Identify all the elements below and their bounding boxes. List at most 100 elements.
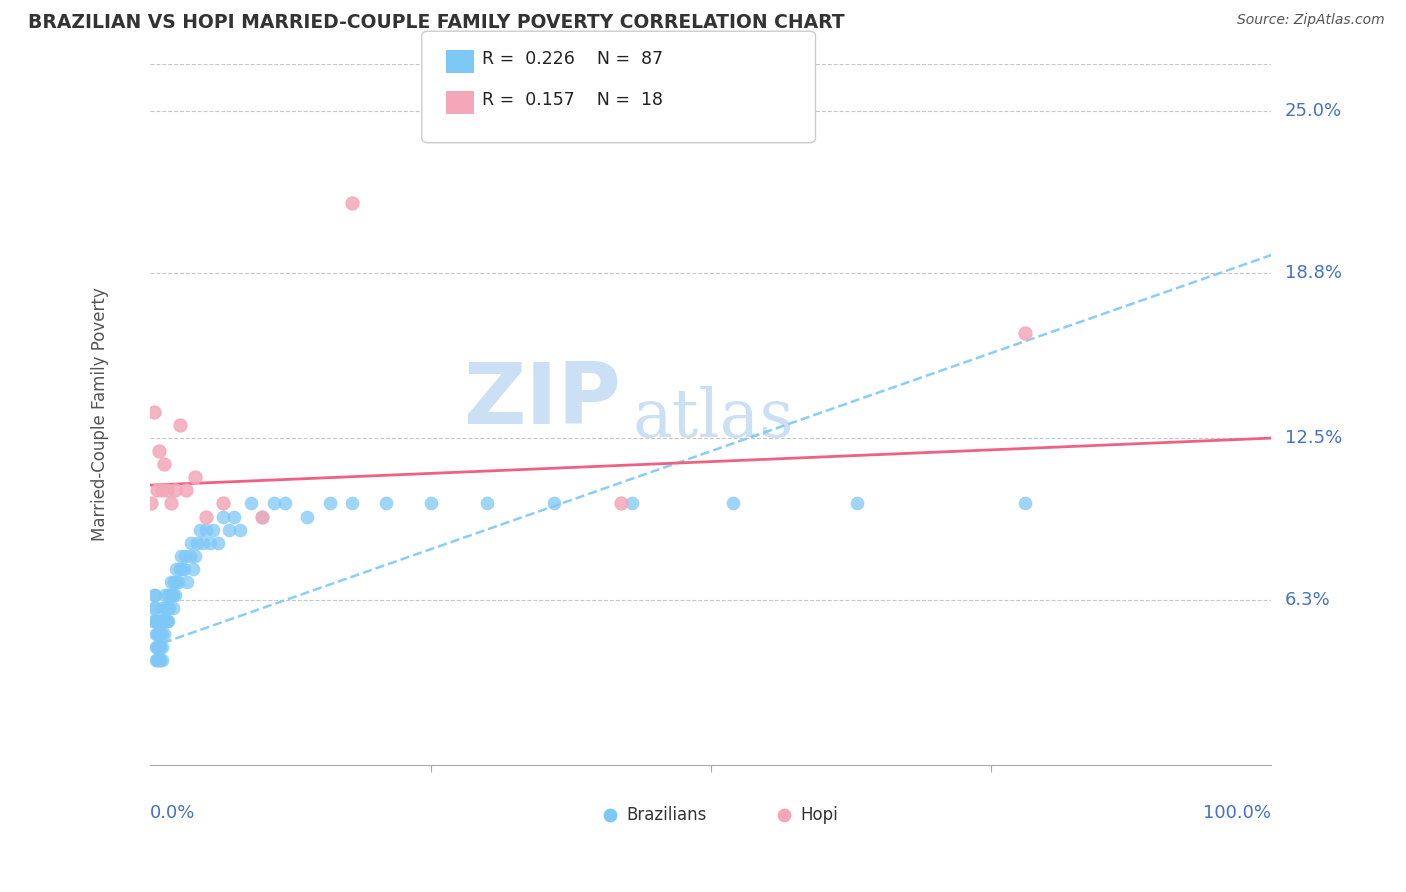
Point — [155, 614, 177, 628]
Point — [184, 549, 207, 563]
Point — [621, 496, 644, 510]
Point — [150, 483, 173, 498]
Point — [146, 653, 169, 667]
Point — [218, 523, 240, 537]
Point — [475, 496, 498, 510]
Point — [141, 496, 163, 510]
Point — [143, 614, 166, 628]
Point — [145, 640, 167, 655]
Point — [145, 627, 167, 641]
Point — [157, 588, 180, 602]
Text: 25.0%: 25.0% — [1285, 103, 1343, 120]
Point — [163, 574, 186, 589]
Point — [150, 653, 173, 667]
Text: 0.0%: 0.0% — [150, 804, 195, 822]
Point — [207, 535, 229, 549]
Point — [163, 483, 186, 498]
Point — [610, 496, 633, 510]
Point — [174, 549, 197, 563]
Point — [148, 627, 170, 641]
Point — [162, 588, 184, 602]
Point — [143, 601, 166, 615]
Text: Married-Couple Family Poverty: Married-Couple Family Poverty — [91, 287, 108, 541]
Text: atlas: atlas — [633, 385, 794, 450]
Point — [169, 562, 191, 576]
Text: BRAZILIAN VS HOPI MARRIED-COUPLE FAMILY POVERTY CORRELATION CHART: BRAZILIAN VS HOPI MARRIED-COUPLE FAMILY … — [28, 13, 845, 32]
Point — [148, 627, 170, 641]
Point — [167, 574, 190, 589]
Text: 18.8%: 18.8% — [1285, 264, 1341, 282]
Text: R =  0.157    N =  18: R = 0.157 N = 18 — [482, 91, 664, 109]
Point — [224, 509, 246, 524]
Point — [150, 627, 173, 641]
Point — [157, 614, 180, 628]
Point — [148, 653, 170, 667]
Point — [170, 562, 193, 576]
Point — [212, 509, 235, 524]
Text: 6.3%: 6.3% — [1285, 591, 1330, 609]
Point — [340, 195, 363, 210]
Point — [1014, 326, 1036, 341]
Point — [149, 640, 172, 655]
Point — [165, 562, 187, 576]
Point — [149, 653, 172, 667]
Point — [181, 562, 204, 576]
Point — [169, 549, 191, 563]
Point — [340, 496, 363, 510]
Point — [195, 509, 218, 524]
Point — [179, 549, 201, 563]
Point — [419, 496, 441, 510]
Point — [297, 509, 319, 524]
Point — [143, 588, 166, 602]
Point — [319, 496, 342, 510]
Point — [229, 523, 252, 537]
Text: Hopi: Hopi — [800, 806, 838, 824]
Point — [188, 523, 211, 537]
Point — [252, 509, 274, 524]
Point — [263, 496, 285, 510]
Point — [153, 588, 176, 602]
Point — [195, 523, 218, 537]
Point — [148, 653, 170, 667]
Point — [148, 444, 170, 458]
Point — [174, 483, 197, 498]
Point — [252, 509, 274, 524]
Point — [543, 496, 565, 510]
Point — [180, 535, 202, 549]
Point — [212, 496, 235, 510]
Point — [148, 614, 170, 628]
Point — [157, 601, 180, 615]
Point — [156, 614, 179, 628]
Point — [162, 601, 184, 615]
Point — [274, 496, 297, 510]
Point — [163, 588, 186, 602]
Point — [156, 483, 179, 498]
Point — [142, 588, 165, 602]
Point — [153, 627, 176, 641]
Text: R =  0.226    N =  87: R = 0.226 N = 87 — [482, 50, 664, 68]
Point — [153, 601, 176, 615]
Point — [148, 640, 170, 655]
Point — [145, 653, 167, 667]
Point — [153, 614, 176, 628]
Point — [153, 457, 176, 471]
Point — [142, 601, 165, 615]
Text: ZIP: ZIP — [464, 359, 621, 442]
Point — [146, 640, 169, 655]
Point — [148, 614, 170, 628]
Point — [184, 470, 207, 484]
Point — [176, 574, 198, 589]
Point — [186, 535, 208, 549]
Point — [155, 601, 177, 615]
Point — [160, 588, 183, 602]
Point — [374, 496, 396, 510]
Text: 12.5%: 12.5% — [1285, 429, 1343, 447]
Point — [723, 496, 745, 510]
Point — [159, 588, 181, 602]
Point — [156, 601, 179, 615]
Point — [142, 614, 165, 628]
Point — [202, 523, 225, 537]
Point — [150, 601, 173, 615]
Text: Brazilians: Brazilians — [627, 806, 707, 824]
Point — [146, 483, 169, 498]
